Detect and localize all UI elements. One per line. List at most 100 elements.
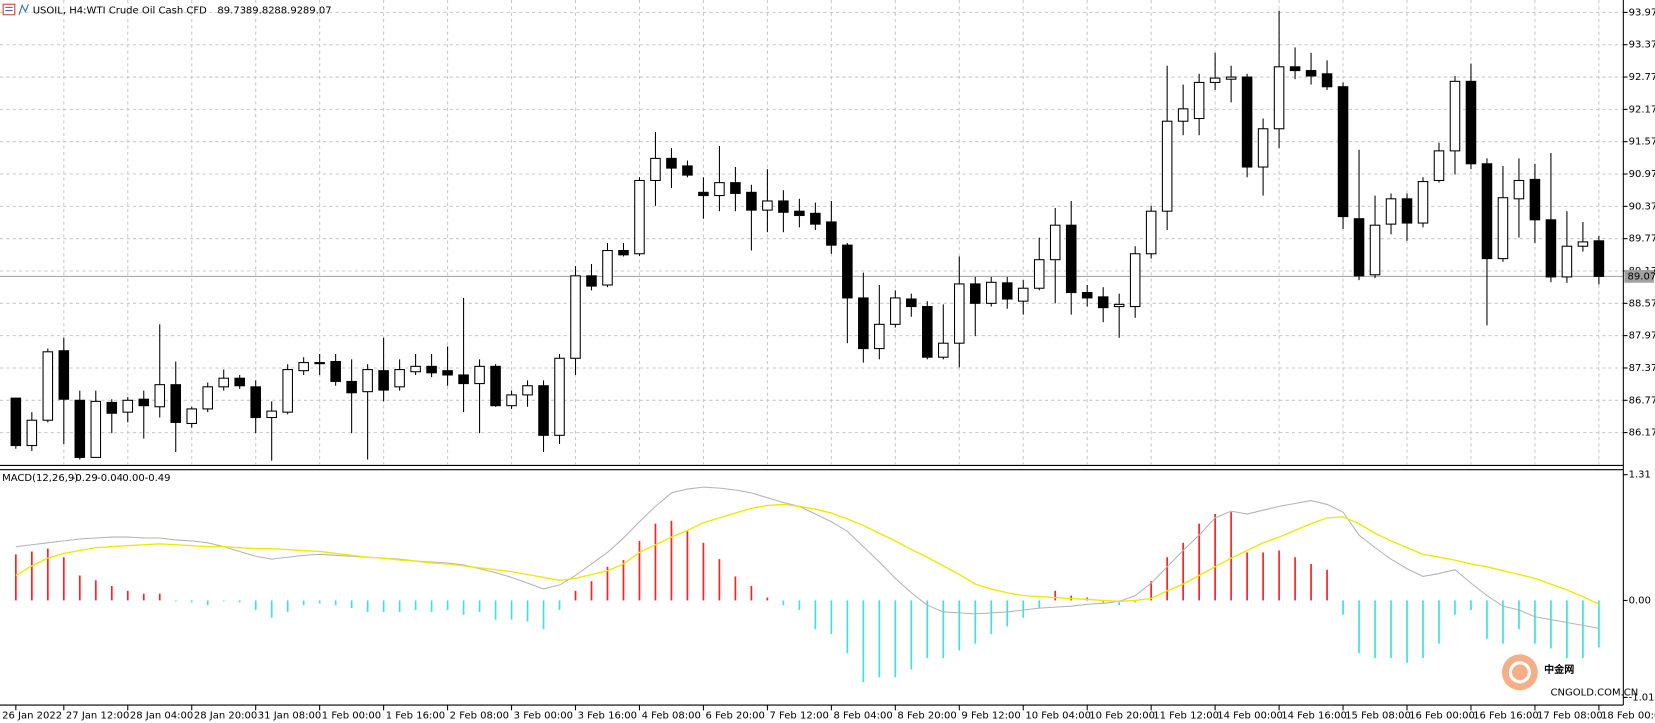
candle-body: [522, 385, 533, 396]
candle-body: [554, 357, 565, 436]
candle-body: [1177, 108, 1189, 122]
symbol: USOIL, H4:: [33, 6, 87, 17]
candle-body: [586, 275, 597, 287]
candle-body: [730, 182, 741, 194]
chart-icon: [18, 3, 29, 15]
candle-body: [362, 369, 373, 393]
candle-body: [442, 370, 453, 376]
candle-body: [842, 244, 853, 299]
candle-body: [762, 200, 773, 211]
candle-body: [458, 374, 469, 385]
candle-body: [1321, 73, 1333, 88]
x-tick-label: 28 Jan 04:00: [130, 711, 193, 722]
candle-body: [1577, 241, 1589, 247]
y-tick-label: 88.57: [1629, 298, 1655, 309]
candle-body: [1257, 128, 1269, 168]
x-tick-label: 6 Feb 20:00: [706, 711, 765, 722]
candle-body: [538, 385, 549, 436]
candle-body: [666, 157, 677, 169]
candle-body: [1017, 287, 1029, 302]
candle-body: [1113, 303, 1125, 308]
candle-body: [394, 369, 405, 388]
candle-body: [1561, 245, 1573, 278]
candle-body: [1449, 80, 1461, 152]
candle-body: [746, 191, 757, 211]
candle-body: [985, 281, 997, 304]
candle-body: [794, 210, 805, 217]
candle-body: [682, 165, 693, 176]
x-tick-label: 18 Feb 00:00: [1601, 711, 1655, 722]
watermark-logo: [1501, 654, 1538, 691]
x-tick-label: 16 Feb 00:00: [1409, 711, 1475, 722]
candle-body: [650, 157, 661, 182]
candle-body: [1529, 178, 1541, 221]
y-tick-label: 93.37: [1629, 40, 1655, 51]
y-tick-label: 0.00: [1629, 595, 1651, 606]
x-tick-label: 27 Jan 12:00: [66, 711, 129, 722]
candle-body: [778, 200, 789, 213]
candle-body: [1273, 66, 1285, 130]
candle-body: [953, 283, 965, 344]
candle-body: [1097, 296, 1109, 309]
candle-body: [1081, 292, 1093, 299]
x-tick-label: 3 Feb 00:00: [514, 711, 573, 722]
candle-body: [1417, 181, 1429, 224]
candle-body: [282, 369, 293, 413]
candle-body: [1593, 240, 1605, 277]
candle-body: [346, 380, 357, 394]
candle-body: [474, 365, 485, 385]
x-tick-label: 8 Feb 20:00: [897, 711, 956, 722]
candle-body: [634, 179, 645, 255]
candle-body: [938, 342, 949, 358]
candle-body: [1145, 210, 1157, 255]
y-tick-label: 89.77: [1629, 234, 1655, 245]
indicator-title: MACD(12,26,9): [2, 473, 78, 484]
candle-body: [1225, 76, 1237, 80]
candle-body: [602, 249, 613, 286]
candle-body: [410, 365, 421, 373]
candle-body: [330, 360, 341, 382]
x-tick-label: 17 Feb 08:00: [1537, 711, 1603, 722]
x-tick-label: 31 Jan 08:00: [258, 711, 321, 722]
candle-body: [969, 283, 981, 304]
candle-body: [58, 350, 70, 400]
candle-body: [858, 297, 869, 350]
window-icon: [2, 3, 16, 16]
candle-body: [234, 377, 245, 387]
x-tick-label: 16 Feb 16:00: [1473, 711, 1539, 722]
price-tag-label: 89.07: [1628, 271, 1655, 282]
x-tick-label: 10 Feb 20:00: [1089, 711, 1155, 722]
watermark-logo: [1508, 661, 1531, 684]
x-tick-label: 1 Feb 00:00: [322, 711, 381, 722]
candle-body: [618, 249, 629, 256]
candle-body: [1353, 218, 1365, 277]
candle-body: [1337, 86, 1349, 218]
high-readout: 89.82: [246, 6, 275, 17]
histogram-readout: 0.00: [122, 473, 144, 484]
candle-body: [890, 297, 901, 325]
candle-body: [1481, 163, 1493, 260]
candle-body: [314, 362, 325, 365]
candle-body: [1209, 77, 1221, 83]
x-tick-label: 1 Feb 16:00: [386, 711, 445, 722]
candle-body: [250, 386, 261, 419]
candle-body: [154, 384, 166, 408]
close-readout: 89.07: [303, 6, 332, 17]
x-tick-label: 14 Feb 00:00: [1217, 711, 1283, 722]
candle-body: [298, 362, 309, 372]
y-tick-label: 87.37: [1629, 363, 1655, 374]
candle-body: [490, 365, 501, 407]
x-tick-label: 10 Feb 04:00: [1025, 711, 1091, 722]
mark-layer: [10, 10, 1605, 683]
candle-body: [1497, 197, 1509, 260]
y-tick-label: 93.97: [1629, 7, 1655, 18]
signal-readout: -0.04: [97, 473, 123, 484]
y-tick-label: 91.57: [1629, 137, 1655, 148]
y-tick-label: 87.97: [1629, 331, 1655, 342]
candle-body: [1369, 224, 1381, 276]
y-tick-label: 90.97: [1629, 169, 1655, 180]
open-readout: 89.73: [217, 6, 246, 17]
y-tick-label: -1.01: [1629, 692, 1655, 703]
